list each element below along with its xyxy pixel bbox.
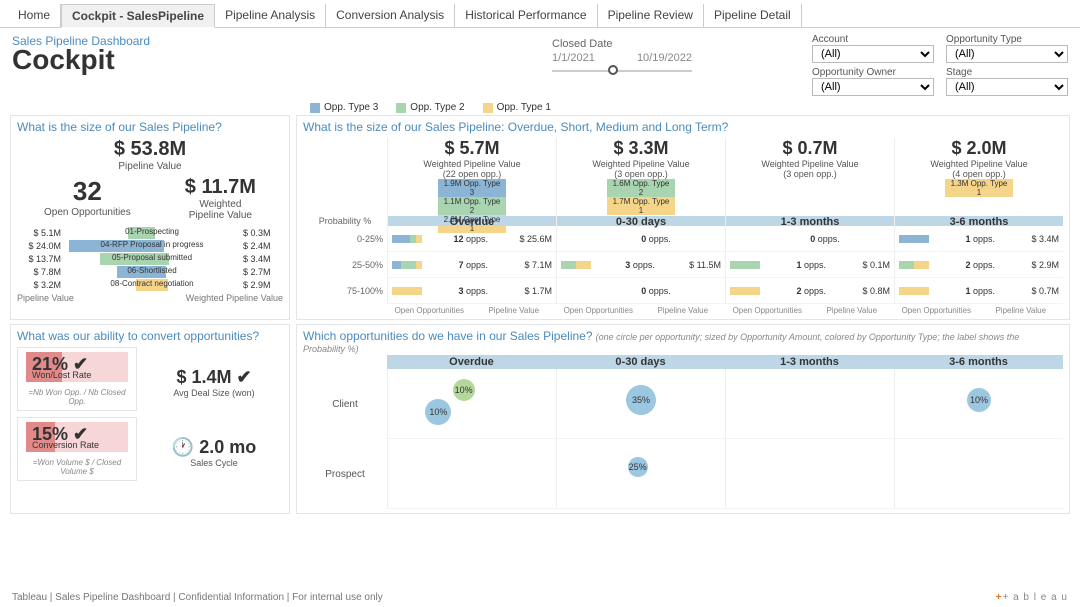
stage-bars: $ 5.1M01-Prospecting$ 0.3M$ 24.0M04-RFP … [17,227,283,291]
kpi-won-lost-label: Won/Lost Rate [32,370,91,380]
kpi-conversion-note: =Won Volume $ / Closed Volume $ [26,458,128,476]
stage-row[interactable]: $ 24.0M04-RFP Proposal in progress$ 2.4M [17,240,283,252]
opportunity-bubble[interactable]: 10% [967,388,991,412]
term-group[interactable]: $ 2.0MWeighted Pipeline Value(4 open opp… [894,138,1063,304]
q3-title: What was our ability to convert opportun… [17,329,283,343]
term-group[interactable]: $ 3.3MWeighted Pipeline Value(3 open opp… [556,138,725,304]
date-slider-handle[interactable] [608,65,618,75]
term-groups: Probability %0-25%25-50%75-100%$ 5.7MWei… [303,138,1063,304]
tab-conversion-analysis[interactable]: Conversion Analysis [326,4,455,27]
panel-conversion: What was our ability to convert opportun… [10,324,290,514]
stage-row[interactable]: $ 13.7M05-Proposal submitted$ 3.4M [17,253,283,265]
bubble-cell: 35% [556,369,725,439]
date-slider[interactable] [552,66,692,76]
opportunity-bubble[interactable]: 25% [628,457,648,477]
tab-home[interactable]: Home [8,4,61,27]
q1-total-value: $ 53.8M [17,138,283,161]
term-footer-labels: Open OpportunitiesPipeline ValueOpen Opp… [303,306,1063,315]
stage-row[interactable]: $ 3.2M08-Contract negotiation$ 2.9M [17,279,283,291]
closed-date-filter: Closed Date 1/1/2021 10/19/2022 [552,34,812,96]
kpi-conversion-label: Conversion Rate [32,440,99,450]
footer: Tableau | Sales Pipeline Dashboard | Con… [12,592,1068,603]
filter-opportunity-type: Opportunity Type (All) [946,34,1068,63]
term-group[interactable]: $ 0.7MWeighted Pipeline Value(3 open opp… [725,138,894,304]
opportunity-bubble[interactable]: 10% [453,379,475,401]
closed-date-to: 10/19/2022 [637,52,692,64]
bubble-cell: 10%10% [387,369,556,439]
tab-pipeline-detail[interactable]: Pipeline Detail [704,4,802,27]
bubble-cell: 10% [894,369,1063,439]
clock-icon: 🕐 [172,437,194,457]
bubble-row-label: Prospect [303,439,387,509]
opportunity-owner-select[interactable]: (All) [812,78,934,96]
bubble-cell: 25% [556,439,725,509]
opportunity-bubble[interactable]: 10% [425,399,451,425]
panel-opportunities: Which opportunities do we have in our Sa… [296,324,1070,514]
q2-title: What is the size of our Sales Pipeline: … [303,120,1063,134]
q1-open-count: 32 [44,176,131,207]
header: Sales Pipeline Dashboard Cockpit Closed … [0,28,1080,98]
tab-pipeline-analysis[interactable]: Pipeline Analysis [215,4,326,27]
bubble-cell [387,439,556,509]
q1-title: What is the size of our Sales Pipeline? [17,120,283,134]
opportunity-type-select[interactable]: (All) [946,45,1068,63]
bubble-row-label: Client [303,369,387,439]
kpi-conversion: 15% ✔ Conversion Rate =Won Volume $ / Cl… [17,417,137,481]
footer-text: Tableau | Sales Pipeline Dashboard | Con… [12,592,383,603]
account-select[interactable]: (All) [812,45,934,63]
panel-pipeline-size: What is the size of our Sales Pipeline? … [10,115,290,320]
q1-axis-right: Weighted Pipeline Value [186,293,283,303]
dashboard-title: Cockpit [12,44,552,76]
bubble-cell [725,439,894,509]
tableau-logo-icon: ++ a b l e a u [996,592,1068,603]
closed-date-from: 1/1/2021 [552,52,595,64]
bubble-cells: 10%10%35%10%25% [387,369,1063,509]
kpi-won-lost-note: =Nb Won Opp. / Nb Closed Opp. [26,388,128,406]
tab-historical-performance[interactable]: Historical Performance [455,4,597,27]
panel-pipeline-terms: What is the size of our Sales Pipeline: … [296,115,1070,320]
bubble-col-header: Overdue [387,355,556,369]
stage-select[interactable]: (All) [946,78,1068,96]
bubble-cell [725,369,894,439]
tab-bar: HomeCockpit - SalesPipelinePipeline Anal… [0,0,1080,28]
filter-account: Account (All) [812,34,934,63]
kpi-won-lost: 21% ✔ Won/Lost Rate =Nb Won Opp. / Nb Cl… [17,347,137,411]
filter-opportunity-owner: Opportunity Owner (All) [812,67,934,96]
q1-weighted-label: Weighted Pipeline Value [185,199,256,221]
legend-item[interactable]: Opp. Type 2 [396,102,464,113]
filter-stage: Stage (All) [946,67,1068,96]
legend-item[interactable]: Opp. Type 1 [483,102,551,113]
kpi-sales-cycle: 🕐 2.0 mo Sales Cycle [145,437,283,468]
bubble-cell [894,439,1063,509]
q1-axis-left: Pipeline Value [17,293,74,303]
legend-item[interactable]: Opp. Type 3 [310,102,378,113]
opportunity-bubble[interactable]: 35% [626,385,656,415]
term-group[interactable]: $ 5.7MWeighted Pipeline Value(22 open op… [387,138,556,304]
q4-title: Which opportunities do we have in our Sa… [303,329,593,343]
q1-total-label: Pipeline Value [17,161,283,172]
bubble-header: Overdue0-30 days1-3 months3-6 months [303,355,1063,369]
legend: Opp. Type 3 Opp. Type 2 Opp. Type 1 [0,102,1080,113]
q1-open-label: Open Opportunities [44,207,131,218]
bubble-col-header: 0-30 days [556,355,725,369]
stage-row[interactable]: $ 7.8M06-Shortlisted$ 2.7M [17,266,283,278]
bubble-col-header: 3-6 months [894,355,1063,369]
tab-cockpit-salespipeline[interactable]: Cockpit - SalesPipeline [61,4,215,28]
tab-pipeline-review[interactable]: Pipeline Review [598,4,704,27]
q1-weighted-value: $ 11.7M [185,176,256,199]
stage-row[interactable]: $ 5.1M01-Prospecting$ 0.3M [17,227,283,239]
closed-date-label: Closed Date [552,38,812,50]
kpi-deal-size: $ 1.4M ✔ Avg Deal Size (won) [145,367,283,398]
bubble-col-header: 1-3 months [725,355,894,369]
bubble-row-labels: ClientProspect [303,369,387,509]
